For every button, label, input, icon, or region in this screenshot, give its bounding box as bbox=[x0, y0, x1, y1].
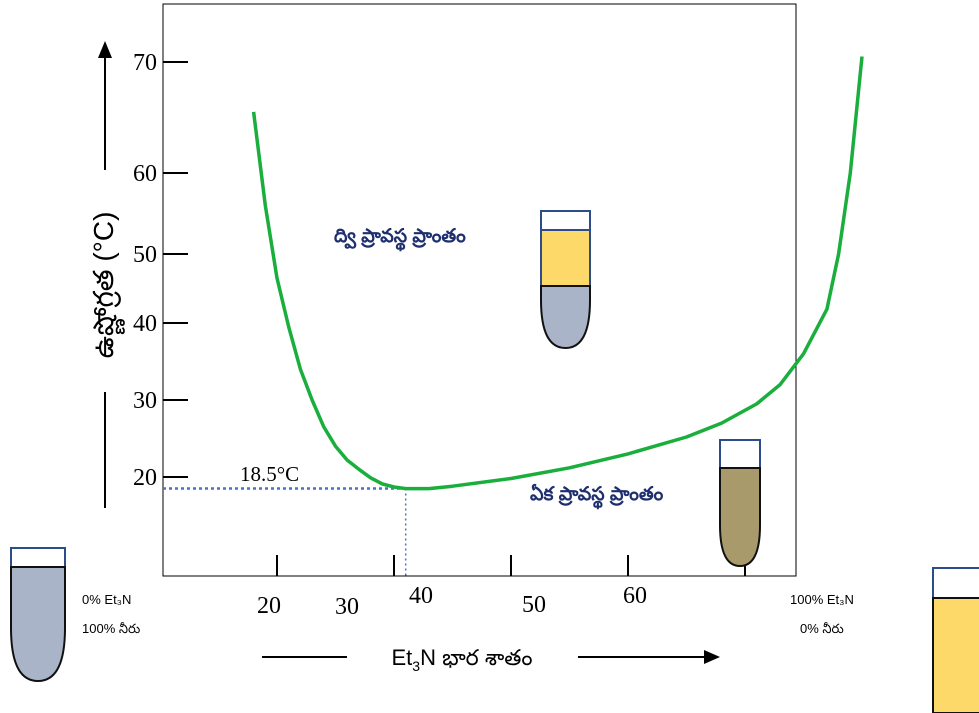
x-tick-label: 60 bbox=[623, 583, 647, 609]
x-tick-label: 40 bbox=[409, 583, 433, 609]
x-tick-label: 50 bbox=[522, 592, 546, 618]
right-composition-line2: 0% నీరు bbox=[800, 621, 844, 636]
y-tick-label: 50 bbox=[133, 242, 157, 268]
amine-tube bbox=[932, 567, 979, 713]
y-axis-arrow bbox=[98, 41, 112, 508]
x-axis-arrow bbox=[262, 650, 720, 664]
x-axis-ticks: 20 30 40 50 60 bbox=[257, 555, 746, 620]
y-tick-label: 30 bbox=[133, 388, 157, 414]
y-axis-label: ఉష్ణోగ్రత (°C) bbox=[88, 212, 125, 359]
y-axis-ticks: 20 30 40 50 60 70 bbox=[133, 50, 188, 491]
y-tick-label: 40 bbox=[133, 311, 157, 337]
x-tick-label: 20 bbox=[257, 593, 281, 619]
left-composition-line2: 100% నీరు bbox=[82, 621, 141, 636]
solubility-curve bbox=[251, 56, 864, 491]
left-composition-line1: 0% Et₃N bbox=[82, 592, 131, 607]
y-tick-label: 70 bbox=[133, 50, 157, 76]
water-tube bbox=[10, 547, 66, 683]
x-axis-label: Et3N భార శాతం bbox=[391, 645, 532, 674]
minimum-label: 18.5°C bbox=[240, 462, 299, 486]
two-phase-region-label: ద్వి ప్రావస్థ ప్రాంతం bbox=[334, 226, 466, 252]
one-phase-tube bbox=[719, 439, 761, 568]
one-phase-region-label: ఏక ప్రావస్థ ప్రాంతం bbox=[530, 483, 664, 510]
y-tick-label: 20 bbox=[133, 465, 157, 491]
x-tick-label: 30 bbox=[335, 594, 359, 620]
right-composition-line1: 100% Et₃N bbox=[790, 592, 854, 607]
y-tick-label: 60 bbox=[133, 161, 157, 187]
two-phase-tube bbox=[540, 210, 591, 350]
plot-frame bbox=[162, 3, 797, 577]
